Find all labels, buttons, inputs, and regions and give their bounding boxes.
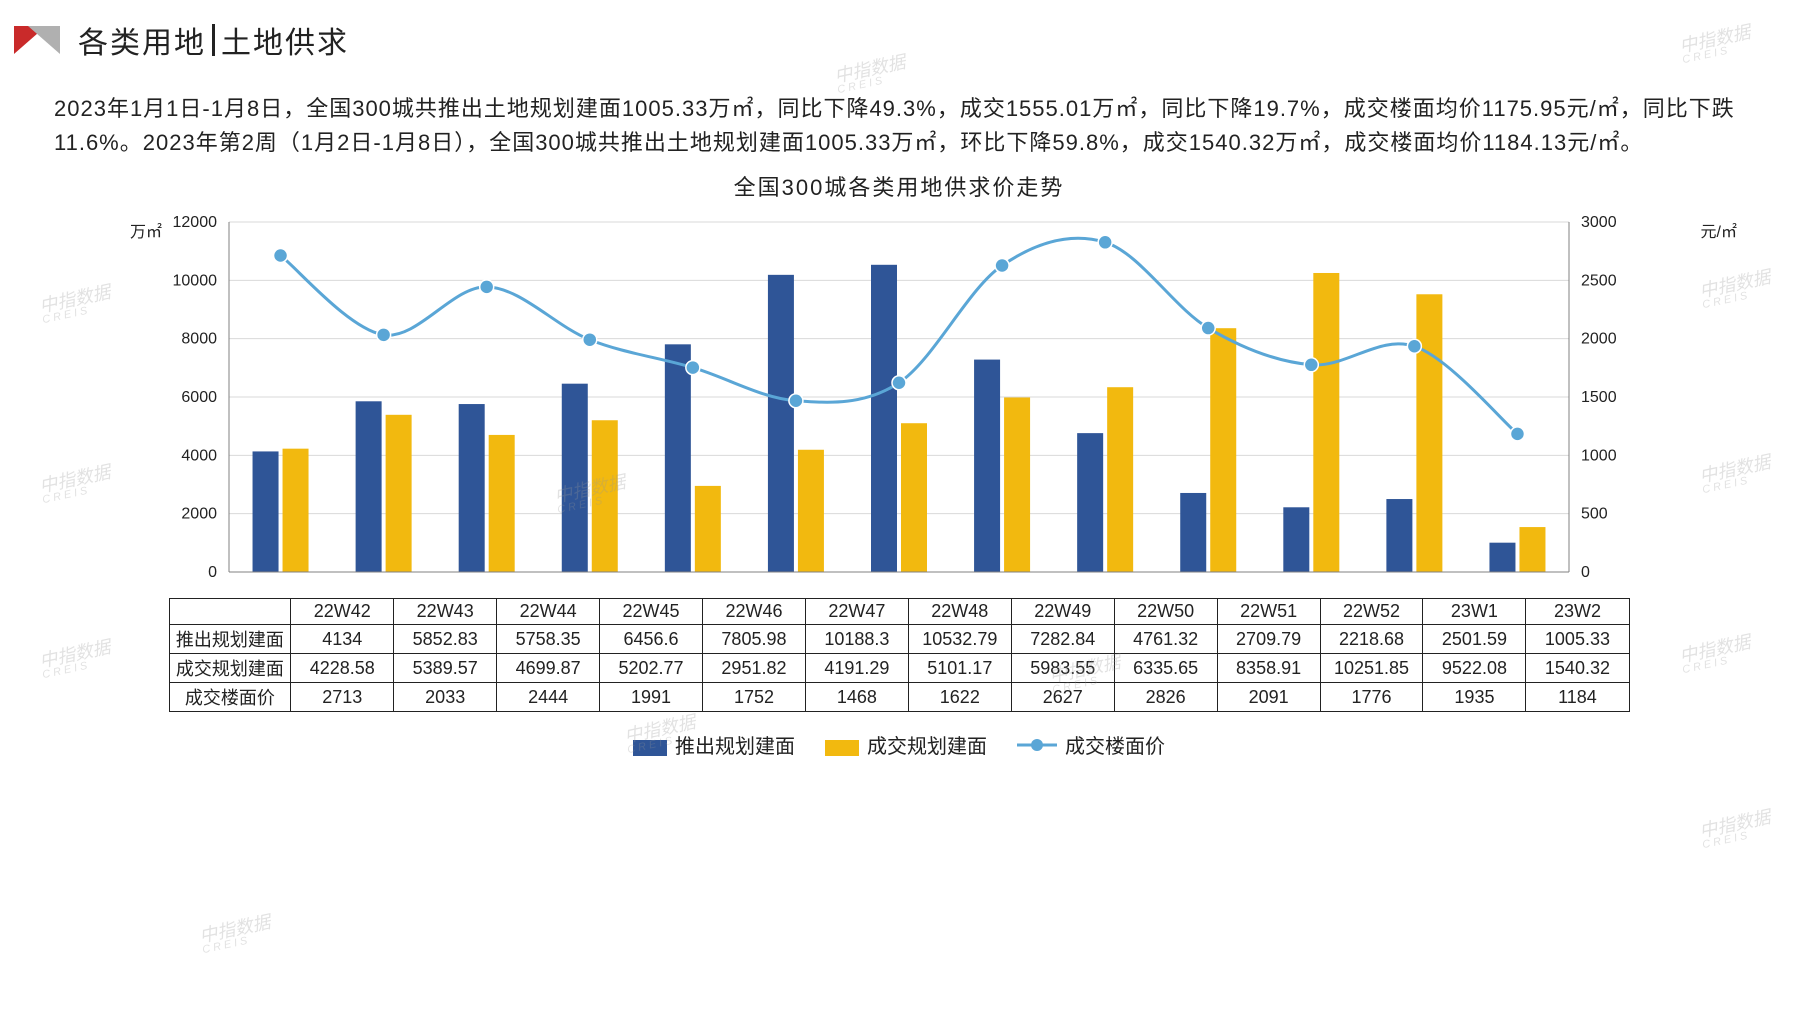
svg-text:500: 500: [1581, 506, 1608, 523]
legend-item-bar2: 成交规划建面: [825, 730, 987, 759]
right-axis-unit: 元/㎡: [1701, 218, 1737, 242]
watermark: 中指数据CREIS: [198, 913, 274, 956]
chart-area: 全国300城各类用地供求价走势 020004000600080001000012…: [54, 170, 1744, 759]
svg-text:3000: 3000: [1581, 214, 1617, 231]
svg-text:1500: 1500: [1581, 389, 1617, 406]
svg-text:0: 0: [208, 564, 217, 581]
chart-title: 全国300城各类用地供求价走势: [54, 170, 1744, 202]
svg-text:2000: 2000: [1581, 331, 1617, 348]
title-divider: [212, 24, 215, 56]
summary-paragraph: 2023年1月1日-1月8日，全国300城共推出土地规划建面1005.33万㎡，…: [54, 92, 1737, 160]
watermark: 中指数据CREIS: [1698, 808, 1774, 851]
svg-text:0: 0: [1581, 564, 1590, 581]
logo-mark: [14, 26, 60, 54]
chart-plot: 0 2000 4000 6000 8000 10000 12000 0 500 1000 1500 2…: [54, 206, 1744, 598]
svg-text:1000: 1000: [1581, 447, 1617, 464]
svg-text:2000: 2000: [181, 506, 217, 523]
page-title: 各类用地 土地供求: [78, 18, 349, 62]
data-table: 22W4222W4322W4422W4522W4622W4722W4822W49…: [54, 598, 1744, 712]
watermark: 中指数据CREIS: [1678, 23, 1754, 66]
svg-text:2500: 2500: [1581, 272, 1617, 289]
title-left: 各类用地: [78, 18, 206, 62]
watermark: 中指数据CREIS: [833, 53, 909, 96]
svg-text:4000: 4000: [181, 447, 217, 464]
svg-text:8000: 8000: [181, 331, 217, 348]
legend-item-line: 成交楼面价: [1017, 730, 1165, 759]
svg-text:10000: 10000: [173, 272, 218, 289]
chart-legend: 推出规划建面 成交规划建面 成交楼面价: [54, 730, 1744, 759]
svg-text:12000: 12000: [173, 214, 218, 231]
left-axis-unit: 万㎡: [130, 218, 162, 242]
legend-item-bar1: 推出规划建面: [633, 730, 795, 759]
title-right: 土地供求: [221, 18, 349, 62]
svg-text:6000: 6000: [181, 389, 217, 406]
